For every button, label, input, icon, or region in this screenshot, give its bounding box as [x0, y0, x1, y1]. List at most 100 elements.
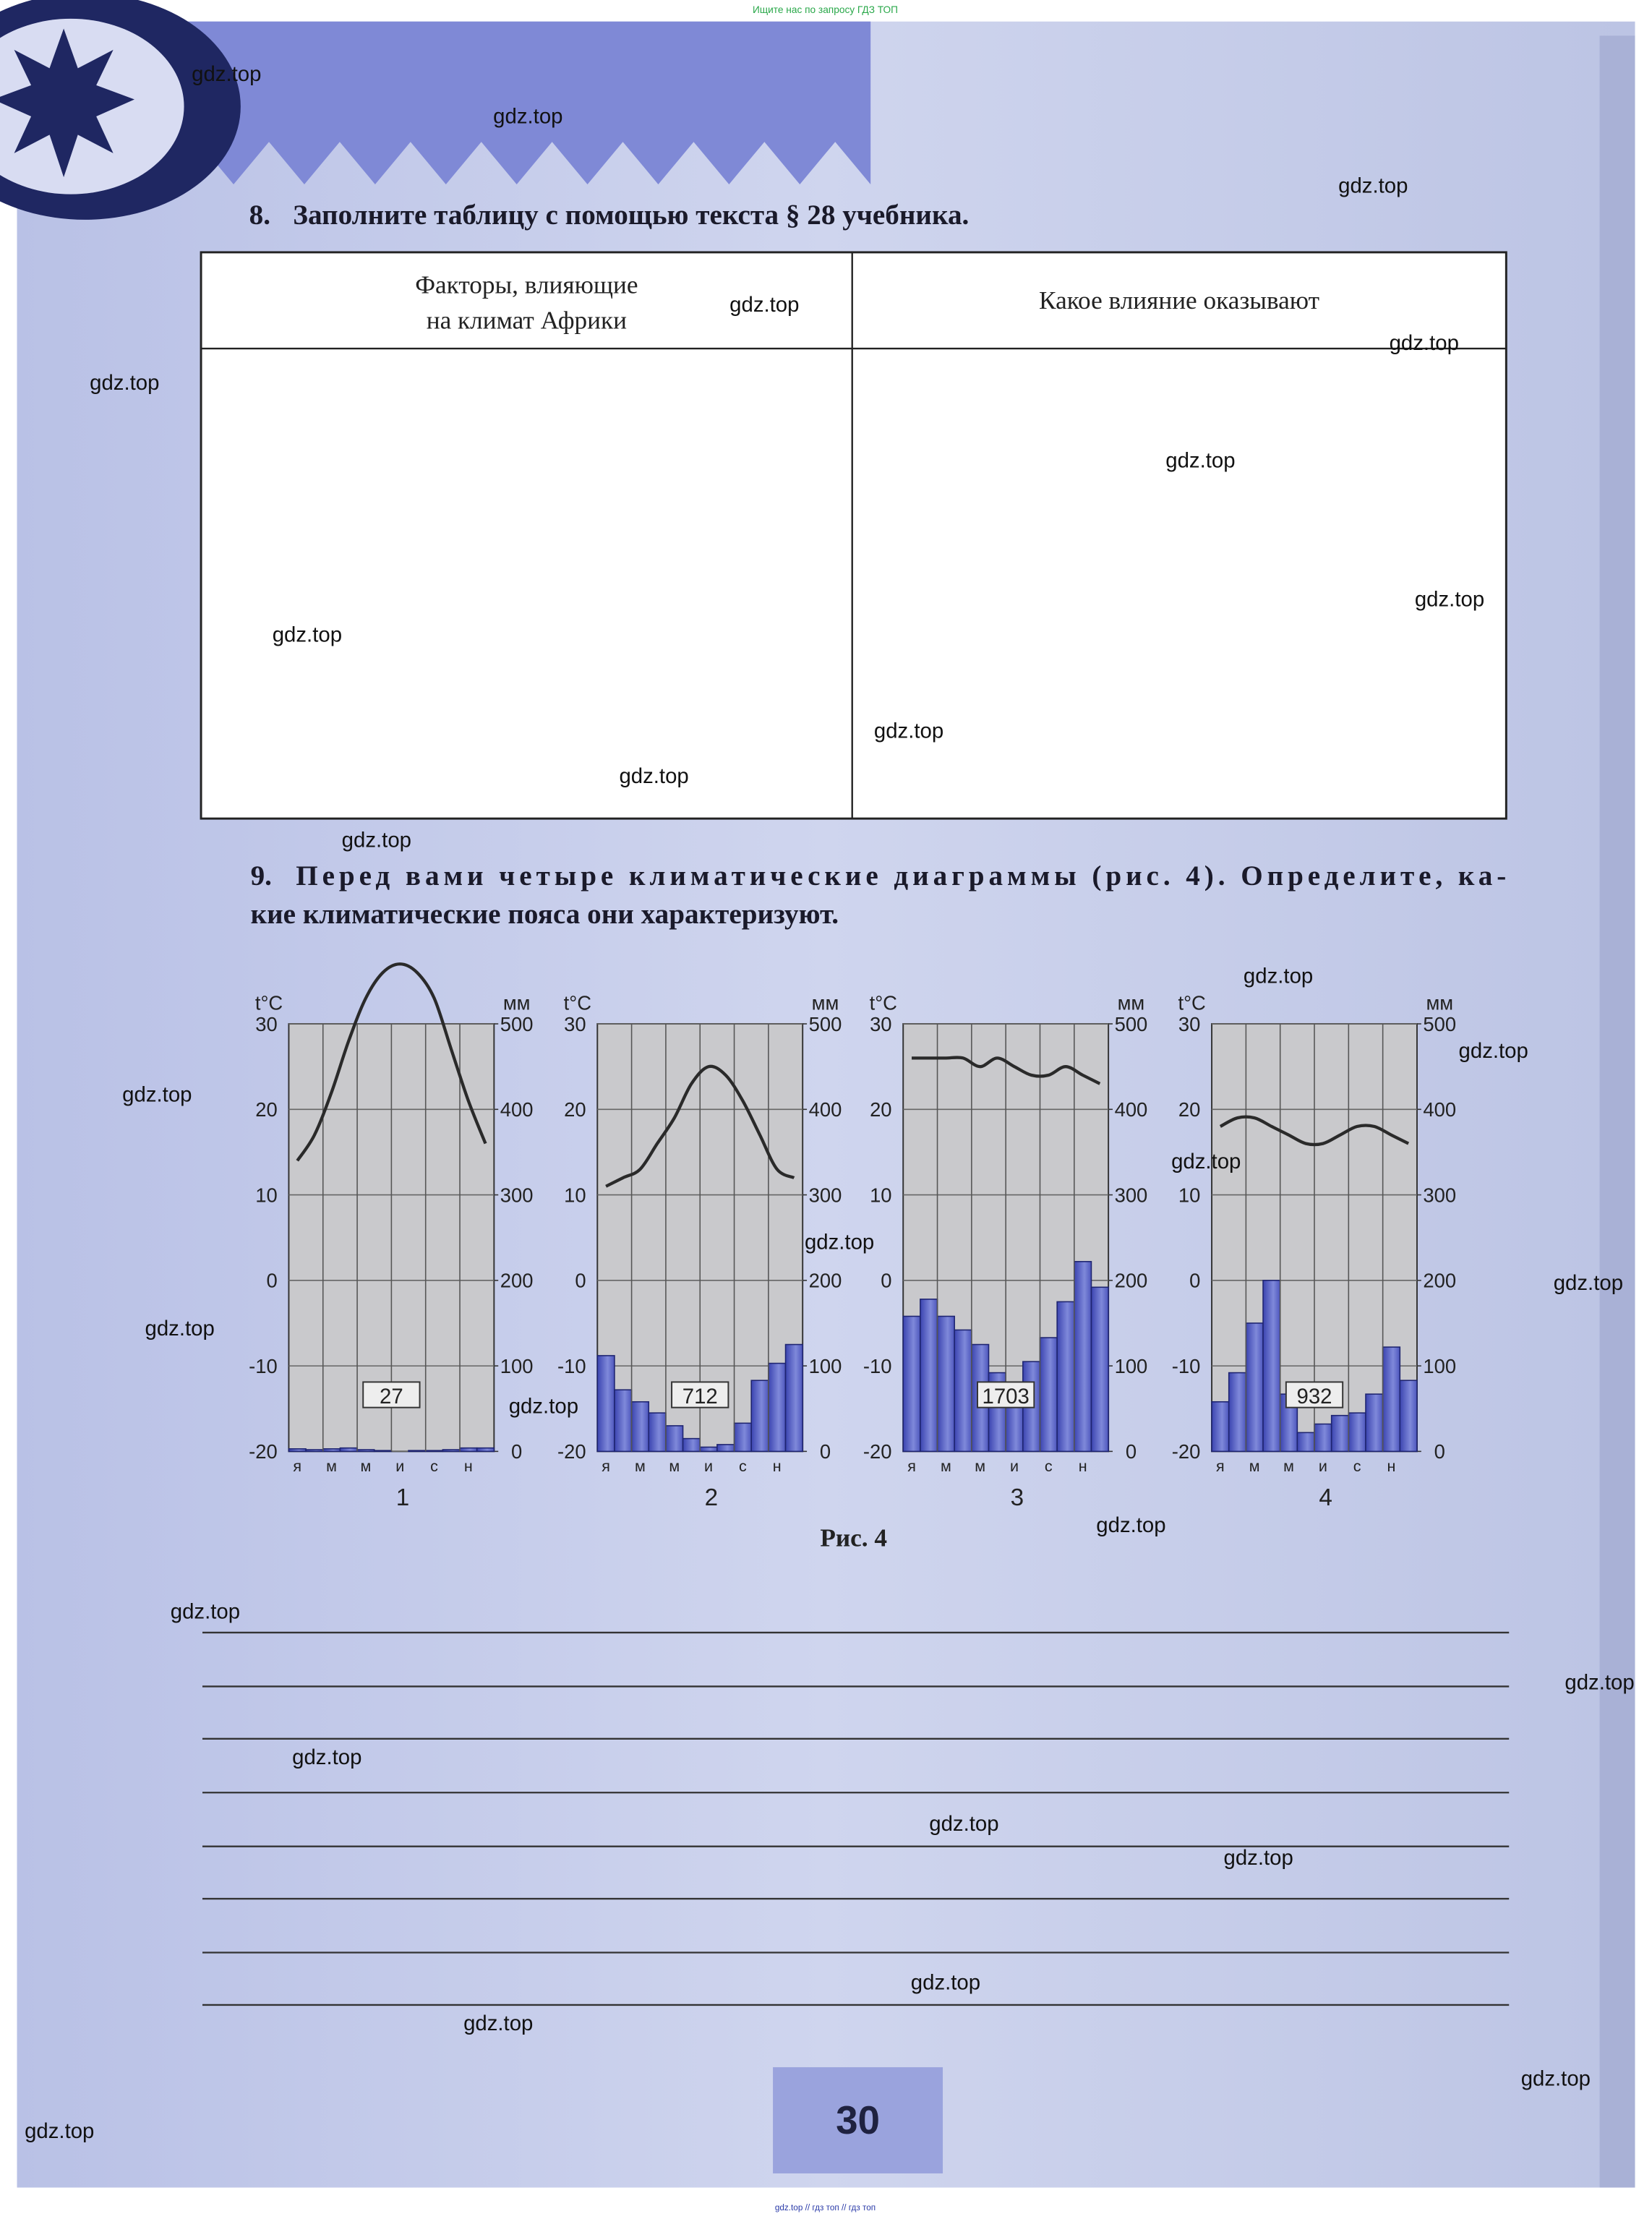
month-label: я: [907, 1458, 916, 1475]
watermark: gdz.top: [292, 1745, 361, 1769]
month-label: н: [1079, 1458, 1087, 1475]
watermark: gdz.top: [1415, 587, 1484, 611]
temperature-tick-label: -20: [1172, 1440, 1201, 1463]
watermark: gdz.top: [145, 1317, 215, 1341]
temperature-tick-label: -10: [863, 1355, 892, 1377]
watermark: gdz.top: [1224, 1846, 1293, 1870]
precipitation-tick-label: 500: [500, 1013, 534, 1035]
watermark: gdz.top: [122, 1083, 192, 1107]
precipitation-bar: [356, 1449, 375, 1453]
precipitation-bar: [459, 1447, 478, 1453]
page-number-box: [773, 2067, 943, 2173]
task-text: кие климатические пояса они характеризую…: [251, 899, 839, 930]
watermark: gdz.top: [805, 1230, 874, 1254]
temperature-tick-label: -20: [557, 1440, 586, 1463]
task-text: Перед вами четыре климатические диаграмм…: [296, 860, 1506, 892]
watermark: gdz.top: [171, 1599, 240, 1623]
precipitation-tick-label: 0: [1126, 1440, 1137, 1463]
precipitation-tick-label: 400: [809, 1098, 842, 1121]
temperature-tick-label: 30: [870, 1013, 891, 1035]
table-header: на климат Африки: [427, 307, 627, 335]
precipitation-bar: [322, 1448, 341, 1453]
month-label: и: [1319, 1458, 1327, 1475]
temperature-tick-label: 0: [881, 1270, 891, 1292]
task-number: 8.: [249, 200, 270, 231]
precipitation-bar: [1296, 1432, 1315, 1453]
precipitation-bar: [733, 1422, 752, 1453]
month-label: н: [1387, 1458, 1396, 1475]
precipitation-bar: [630, 1401, 650, 1453]
month-label: и: [1010, 1458, 1019, 1475]
temperature-tick-label: 0: [575, 1270, 586, 1292]
precipitation-tick-label: 300: [500, 1184, 534, 1206]
precipitation-bar: [1211, 1401, 1230, 1453]
precipitation-tick-label: 200: [500, 1270, 534, 1292]
precipitation-bar: [1245, 1322, 1264, 1453]
precipitation-tick-label: 100: [500, 1355, 534, 1377]
month-label: м: [941, 1458, 951, 1475]
month-label: м: [669, 1458, 680, 1475]
temperature-tick-label: -10: [1172, 1355, 1201, 1377]
task-text: Заполните таблицу с помощью текста § 28 …: [293, 200, 969, 231]
precipitation-bar: [424, 1450, 444, 1453]
watermark: gdz.top: [90, 371, 159, 395]
precipitation-bar: [1348, 1412, 1366, 1453]
month-label: н: [773, 1458, 782, 1475]
precipitation-bar: [476, 1447, 495, 1453]
precipitation-bar: [936, 1315, 955, 1453]
precipitation-bar: [665, 1425, 684, 1453]
temperature-tick-label: -20: [863, 1440, 892, 1463]
precipitation-bar: [1365, 1393, 1384, 1453]
watermark: gdz.top: [1338, 174, 1408, 198]
temperature-tick-label: 10: [1178, 1184, 1200, 1206]
figure-caption: Рис. 4: [820, 1524, 887, 1552]
month-label: м: [1283, 1458, 1294, 1475]
temperature-tick-label: 0: [1189, 1270, 1200, 1292]
annual-box: [362, 1381, 421, 1408]
month-label: и: [395, 1458, 404, 1475]
precipitation-bar: [920, 1299, 938, 1453]
month-label: я: [602, 1458, 610, 1475]
annual-precipitation: 1703: [983, 1385, 1030, 1408]
annual-box: [671, 1381, 729, 1408]
month-label: с: [1045, 1458, 1053, 1475]
temperature-line: [912, 1056, 1101, 1085]
precipitation-unit: мм: [812, 991, 839, 1014]
month-label: м: [975, 1458, 985, 1475]
watermark: gdz.top: [1244, 964, 1313, 988]
precipitation-tick-label: 200: [1115, 1270, 1148, 1292]
month-label: я: [293, 1458, 301, 1475]
temperature-unit: t°C: [1178, 991, 1205, 1014]
temperature-unit: t°C: [870, 991, 897, 1014]
temperature-tick-label: 10: [564, 1184, 586, 1206]
precipitation-tick-label: 200: [1423, 1270, 1456, 1292]
precipitation-bar: [648, 1412, 667, 1453]
watermark: gdz.top: [493, 105, 562, 129]
watermark: gdz.top: [729, 293, 799, 317]
precipitation-unit: мм: [1426, 991, 1453, 1014]
annual-box: [977, 1381, 1035, 1408]
temperature-tick-label: 20: [870, 1098, 891, 1121]
temperature-tick-label: 20: [255, 1098, 277, 1121]
month-label: м: [326, 1458, 337, 1475]
watermark: gdz.top: [1565, 1670, 1634, 1694]
precipitation-tick-label: 300: [1423, 1184, 1456, 1206]
annual-precipitation: 932: [1297, 1385, 1332, 1408]
watermark: gdz.top: [342, 828, 411, 852]
precipitation-tick-label: 500: [1423, 1013, 1456, 1035]
watermark: gdz.top: [509, 1394, 578, 1418]
precipitation-tick-label: 0: [511, 1440, 522, 1463]
precipitation-bar: [1262, 1280, 1281, 1453]
month-label: с: [430, 1458, 438, 1475]
watermark: gdz.top: [911, 1970, 980, 1994]
precipitation-bar: [1382, 1346, 1401, 1453]
precipitation-bar: [1056, 1301, 1075, 1453]
precipitation-bar: [902, 1315, 921, 1453]
temperature-line: [605, 1064, 795, 1188]
temperature-tick-label: 30: [1178, 1013, 1200, 1035]
precipitation-bar: [1090, 1286, 1109, 1453]
precipitation-tick-label: 300: [809, 1184, 842, 1206]
